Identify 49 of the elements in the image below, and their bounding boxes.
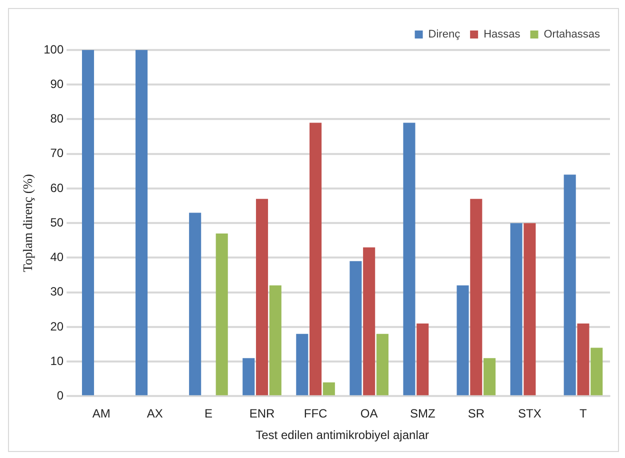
y-tick-label: 10 [50,354,64,368]
x-tick-label: SMZ [410,406,436,421]
y-tick-label: 70 [50,146,64,160]
bar [189,212,202,396]
bar [350,261,362,396]
bar [322,382,335,396]
y-tick-label: 90 [50,76,64,91]
x-tick-label: SR [468,406,485,421]
bar [470,198,482,396]
legend-label: Ortahassas [544,28,600,41]
legend-label: Direnç [428,28,461,41]
x-tick-label: ENR [249,406,275,421]
y-tick-label: 20 [50,319,64,334]
bar [376,334,388,396]
x-tick-label: OA [360,406,378,421]
y-tick-label: 40 [50,250,64,264]
y-tick-label: 30 [50,284,64,299]
bar [510,223,522,396]
bar [296,334,308,396]
bar [524,223,536,396]
bar [82,50,94,396]
bar [456,285,469,396]
bar [403,122,416,396]
bar [256,198,268,396]
x-tick-label: AM [92,406,110,421]
bar [136,50,148,396]
bar [416,324,429,396]
y-tick-label: 60 [50,180,64,195]
bar [590,348,603,396]
bar [216,233,228,396]
x-tick-label: E [204,406,212,421]
x-tick-label: T [580,406,588,421]
bar [242,358,255,396]
bar [564,174,576,396]
x-tick-label: STX [518,406,542,421]
y-tick-label: 80 [50,112,64,126]
bar [577,324,590,396]
y-tick-label: 0 [56,388,64,403]
bar [269,285,282,396]
bar [310,122,322,396]
bar [484,358,496,396]
legend-label: Hassas [484,28,521,41]
y-axis-title: Toplam direnç (%) [20,174,36,272]
y-tick-label: 100 [44,42,64,56]
x-axis-title: Test edilen antimikrobiyel ajanlar [256,428,430,442]
x-tick-label: FFC [304,406,328,421]
bar [363,247,376,396]
y-tick-label: 50 [50,215,64,230]
x-tick-label: AX [146,406,163,421]
